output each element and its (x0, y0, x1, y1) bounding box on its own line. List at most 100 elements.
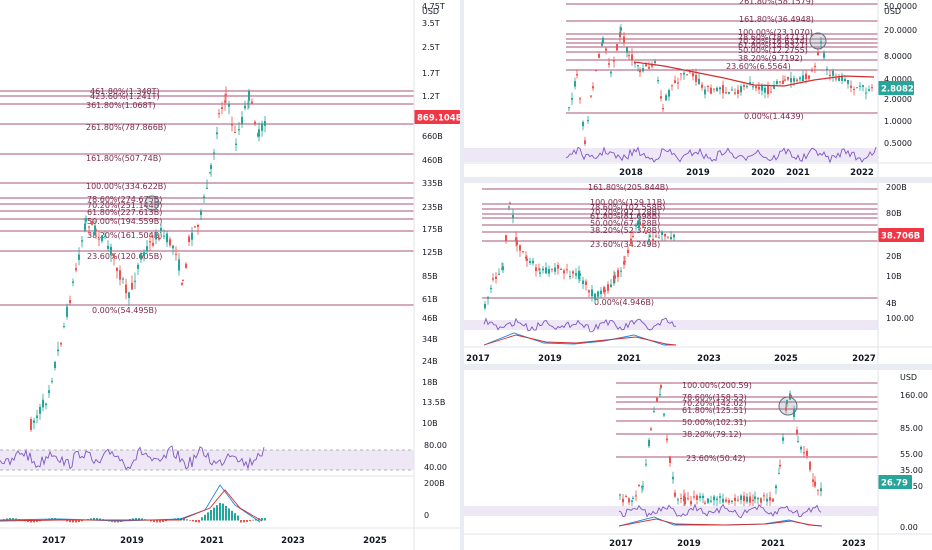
macd-bar (225, 506, 227, 521)
panel-divider[interactable] (464, 177, 932, 183)
candle-body (224, 100, 226, 103)
fib-level-label: 0.00%(1.4439) (744, 112, 804, 121)
macd-bar (186, 519, 188, 521)
candle-body (734, 497, 736, 502)
candle-body (539, 272, 541, 274)
candles-left (30, 86, 266, 432)
candle-body (495, 276, 497, 279)
candle-body (261, 123, 263, 131)
fib-level-label: 0.00%(4.946B) (594, 298, 654, 307)
candle-body (642, 486, 644, 488)
candle-body (603, 287, 605, 293)
time-axis-tick: 2017 (609, 539, 633, 549)
chart-top-right[interactable]: 261.80%(58.1579) 161.80%(36.4948) 100.00%(… (464, 0, 932, 177)
candle-body (832, 70, 834, 76)
chart-panel-bottom-right[interactable]: 100.00%(200.59) 78.60%(158.53) 70.20%(142.… (464, 370, 932, 550)
macd-bar (201, 517, 203, 521)
candle-body (81, 240, 83, 242)
candle-body (235, 143, 237, 145)
candle-body (752, 499, 754, 501)
macd-bar (216, 505, 218, 521)
candle-body (185, 263, 187, 268)
macd-signal-line (618, 518, 823, 527)
fib-level-label: 161.80%(507.74B) (86, 154, 161, 163)
chart-middle-right[interactable]: 161.80%(205.844B) 100.00%(129.11B)78.60%(… (464, 183, 932, 364)
candle-body (746, 496, 748, 502)
candle-body (844, 78, 846, 81)
candle-body (191, 232, 193, 240)
fib-level-label: 50.00%(194.559B) (87, 217, 162, 226)
candle-body (535, 267, 537, 272)
candle-body (677, 499, 679, 501)
macd-bar (96, 518, 98, 521)
candle-body (707, 86, 709, 88)
chart-left[interactable]: 461.80%(1.348T)423.60%(1.241T)361.80%(1.… (0, 0, 460, 550)
macd-bar (204, 514, 206, 521)
fib-level-label: 100.00%(23.1070) (738, 28, 813, 37)
chart-bottom-right[interactable]: 100.00%(200.59) 78.60%(158.53)70.20%(142.… (464, 370, 932, 550)
candle-body (656, 397, 658, 402)
price-axis-tick: 55.00 (900, 450, 923, 459)
panel-divider[interactable] (460, 0, 464, 550)
candle-body (632, 235, 634, 238)
price-axis-tick: 35.00 (900, 466, 923, 475)
candle-body (722, 498, 724, 503)
candle-body (746, 86, 748, 88)
candle-body (241, 116, 243, 125)
candle-body (763, 495, 765, 497)
candle-body (642, 68, 644, 72)
macd-bar (99, 518, 101, 521)
candle-body (674, 492, 676, 497)
time-axis-tick: 2027 (852, 354, 876, 364)
candle-body (790, 77, 792, 83)
candle-body (767, 85, 769, 95)
candle-body (667, 236, 669, 238)
candle-body (799, 77, 801, 80)
panel-divider[interactable] (464, 364, 932, 370)
rsi-line (565, 146, 877, 165)
candle-body (820, 488, 822, 492)
chart-panel-left[interactable]: 461.80%(1.348T) 423.60%(1.241T) 361.80%(1.… (0, 0, 460, 550)
candle-body (75, 267, 77, 271)
candle-body (251, 101, 253, 104)
candle-body (853, 88, 855, 90)
fib-level-label: 50.00%(12.2755) (738, 46, 808, 55)
candle-body (660, 96, 662, 99)
candle-body (812, 479, 814, 482)
candle-body (652, 239, 654, 242)
chart-panel-top-right[interactable]: 261.80%(58.1579) 161.80%(36.4948) 100.00%(… (464, 0, 932, 177)
rsi-band (464, 320, 878, 330)
candle-body (645, 64, 647, 67)
candle-body (509, 202, 511, 205)
time-axis-tick: 2021 (200, 536, 224, 546)
candle-body (728, 91, 730, 94)
candle-body (782, 80, 784, 84)
candle-body (244, 105, 246, 109)
candle-body (829, 74, 831, 76)
candle-body (623, 36, 625, 43)
candle-body (672, 476, 674, 480)
candle-body (178, 259, 180, 271)
candle-body (569, 275, 571, 277)
candle-body (784, 79, 786, 81)
macd-bar (81, 520, 83, 522)
candle-body (692, 73, 694, 77)
candle-body (637, 65, 639, 67)
candle-body (626, 47, 628, 53)
candle-body (216, 132, 218, 135)
fib-level-label: 461.80%(1.348T) (90, 87, 160, 96)
candle-body (566, 269, 568, 271)
time-axis-tick: 2020 (751, 168, 775, 177)
candle-body (790, 395, 792, 398)
candle-body (740, 495, 742, 500)
chart-panel-middle-right[interactable]: 161.80%(205.844B) 100.00%(129.11B) 78.60%(… (464, 183, 932, 364)
candle-body (802, 75, 804, 81)
fib-level-label: 78.60%(274.675B) (87, 195, 162, 204)
candle-body (639, 69, 641, 73)
fib-level-label: 23.60%(50.42) (686, 454, 746, 463)
price-axis-tick: 13.5B (422, 398, 445, 407)
candle-body (175, 253, 177, 255)
candle-body (200, 210, 202, 216)
last-price-badge (414, 110, 460, 124)
candle-body (817, 489, 819, 491)
